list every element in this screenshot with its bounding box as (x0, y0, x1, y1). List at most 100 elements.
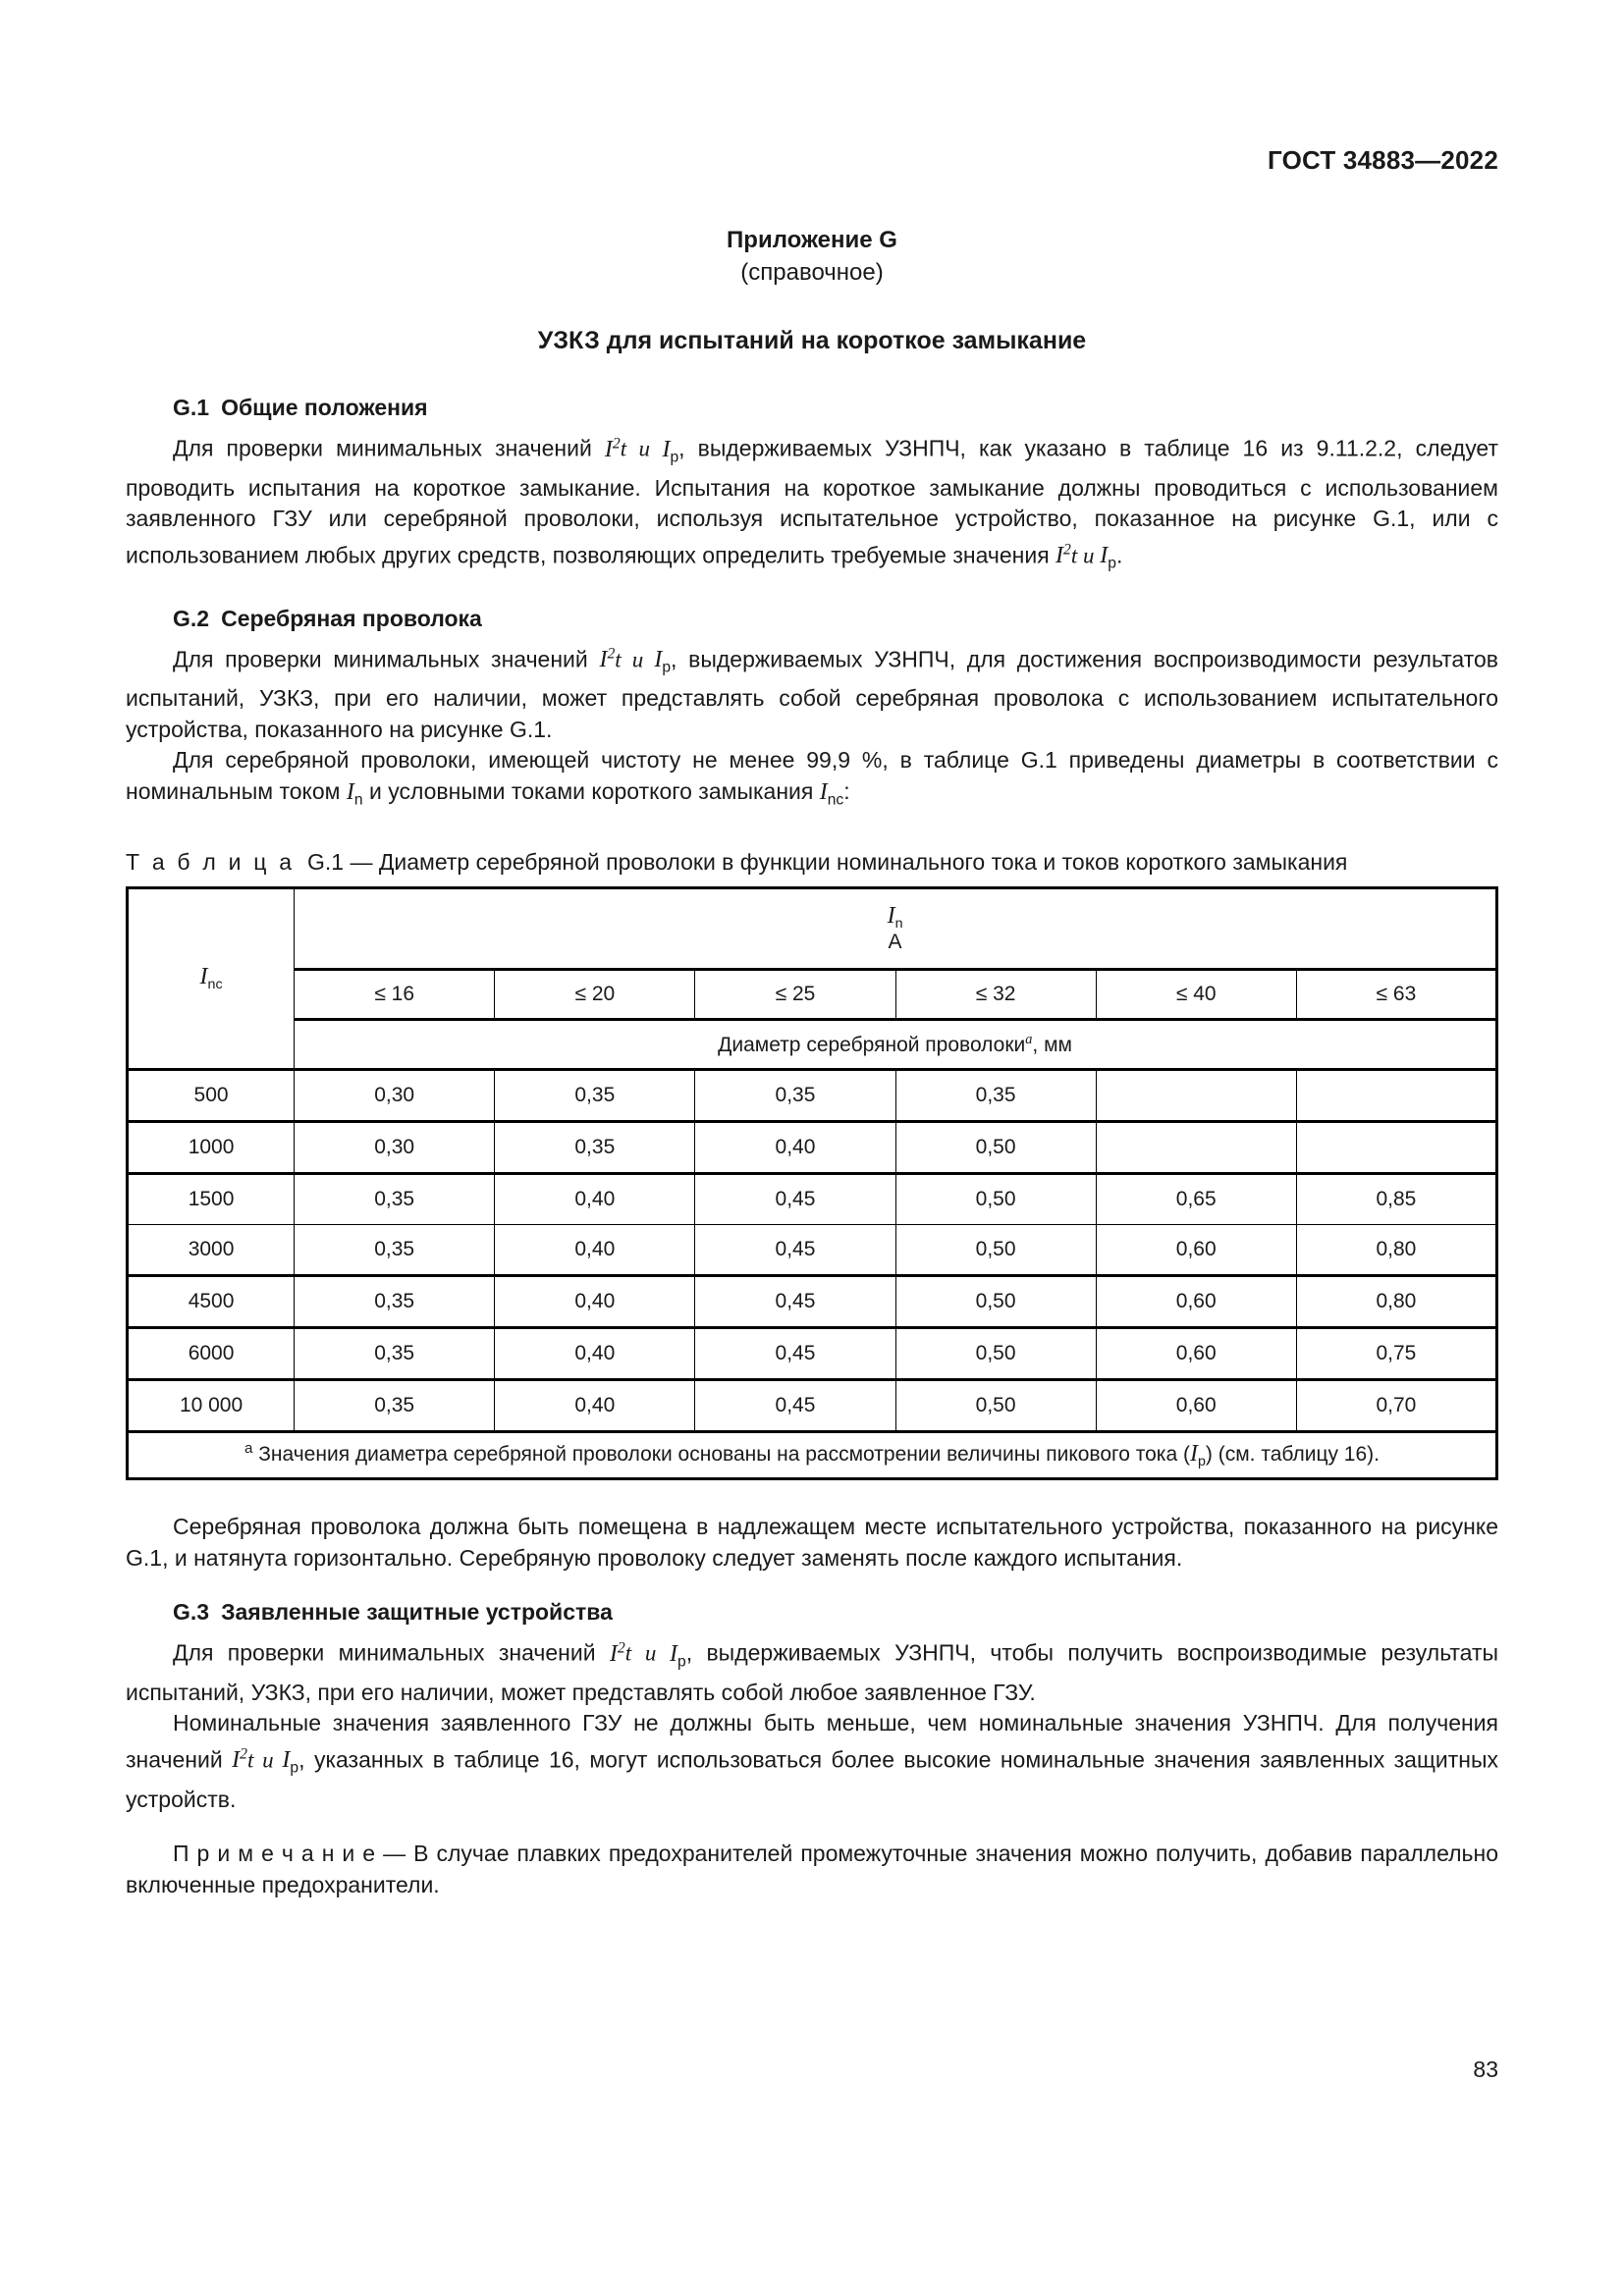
table-caption-dash: — (344, 848, 379, 875)
g1-p1-seg4: t и (1070, 543, 1101, 568)
symbol-i-peak-4: I (670, 1640, 678, 1667)
cell-1000-25: 0,40 (694, 1120, 896, 1175)
cell-6000-40: 0,60 (1095, 1326, 1297, 1381)
g3-p1-seg2: t и (624, 1640, 671, 1666)
subscript-p-d: p (677, 1653, 686, 1671)
symbol-i-peak-footnote: I (1189, 1440, 1198, 1467)
paragraph-after-table: Серебряная проволока должна быть помещен… (126, 1514, 1498, 1571)
cell-6000-63: 0,75 (1295, 1326, 1499, 1381)
cell-1500-16: 0,35 (294, 1172, 496, 1225)
cell-4500-63: 0,80 (1295, 1274, 1499, 1329)
row-label-1500: 1500 (125, 1172, 296, 1225)
row-label-6000: 6000 (125, 1326, 296, 1381)
cell-6000-20: 0,40 (494, 1326, 696, 1381)
row-label-500: 500 (125, 1068, 296, 1123)
cell-1500-20: 0,40 (494, 1172, 696, 1225)
cell-500-20: 0,35 (494, 1068, 696, 1123)
cell-500-25: 0,35 (694, 1068, 896, 1123)
symbol-i-squared-4: I (609, 1640, 618, 1667)
subscript-p-e: p (290, 1760, 299, 1778)
paragraph-g3-2: Номинальные значения заявленного ГЗУ не … (126, 1708, 1498, 1815)
g3-p2-seg3: , указанных в таблице 16, могут использо… (126, 1746, 1499, 1812)
cell-10000-25: 0,45 (694, 1378, 896, 1433)
g3-p2-seg1: Номинальные значения заявленного ГЗУ не … (126, 1710, 1498, 1773)
cell-1000-63 (1295, 1120, 1499, 1175)
paragraph-note: П р и м е ч а н и е — В случае плавких п… (126, 1839, 1498, 1900)
subscript-p-b: p (1108, 556, 1116, 572)
g2-p2-seg1: Для серебряной проволоки, имеющей чистот… (126, 747, 1498, 804)
cell-3000-20: 0,40 (494, 1223, 696, 1277)
cell-500-40 (1095, 1068, 1297, 1123)
g1-p1-seg2: t и (620, 436, 663, 461)
paragraph-g3-1: Для проверки минимальных значений I2t и … (126, 1632, 1498, 1708)
symbol-i-nominal: I (346, 778, 354, 805)
cell-4500-40: 0,60 (1095, 1274, 1297, 1329)
table-header-row-3: Диаметр серебряной проволокиa, мм (128, 1018, 1498, 1071)
exponent-2-b: 2 (1063, 541, 1071, 559)
symbol-i-peak-5: I (282, 1747, 291, 1774)
subscript-nc: nc (827, 791, 844, 809)
g3-p1-seg3: , выдерживаемых УЗНПЧ, чтобы получить во… (126, 1639, 1499, 1705)
symbol-i-nc-header: I (199, 964, 208, 990)
symbol-i-squared-2: I (1056, 543, 1064, 569)
cell-4500-25: 0,45 (694, 1274, 896, 1329)
symbol-i-peak-2: I (1100, 543, 1109, 569)
heading-g3: G.3 Заявленные защитные устройства (126, 1597, 1498, 1627)
cell-10000-40: 0,60 (1095, 1378, 1297, 1433)
paragraph-g2-1: Для проверки минимальных значений I2t и … (126, 639, 1498, 746)
cell-10000-63: 0,70 (1295, 1378, 1499, 1433)
footnote-text-1: Значения диаметра серебряной проволоки о… (252, 1442, 1190, 1466)
heading-g2-text: Серебряная проволока (221, 605, 482, 631)
table-col-header-0: ≤ 16 (294, 968, 496, 1021)
cell-1000-20: 0,35 (494, 1120, 696, 1175)
symbol-i-squared-5: I (232, 1747, 241, 1774)
heading-g2-number: G.2 (173, 605, 210, 631)
row-label-3000: 3000 (125, 1223, 296, 1277)
cell-1000-32: 0,50 (894, 1120, 1097, 1175)
exponent-2-d: 2 (617, 1639, 625, 1657)
g1-p1-seg3: , выдерживаемых УЗНПЧ, как указано в таб… (126, 435, 1498, 568)
cell-4500-16: 0,35 (294, 1274, 496, 1329)
paragraph-g1-1: Для проверки минимальных значений I2t и … (126, 428, 1498, 580)
subscript-n-header: n (894, 916, 903, 933)
heading-g3-number: G.3 (173, 1599, 210, 1626)
exponent-2-e: 2 (240, 1745, 247, 1763)
cell-1500-40: 0,65 (1095, 1172, 1297, 1225)
heading-g3-text: Заявленные защитные устройства (221, 1599, 613, 1626)
cell-10000-20: 0,40 (494, 1378, 696, 1433)
g1-p1-seg5: . (1115, 542, 1123, 568)
subheader-text-1: Диаметр серебряной проволоки (718, 1033, 1026, 1056)
table-footnote: a Значения диаметра серебряной проволоки… (126, 1430, 1498, 1481)
table-col-header-5: ≤ 63 (1295, 968, 1499, 1021)
annex-main-title: УЗКЗ для испытаний на короткое замыкание (537, 327, 1087, 354)
subscript-p-c: p (662, 659, 672, 676)
paragraph-g2-2: Для серебряной проволоки, имеющей чистот… (126, 745, 1498, 816)
cell-500-63 (1295, 1068, 1499, 1123)
table-col-header-4: ≤ 40 (1095, 968, 1297, 1021)
cell-1500-25: 0,45 (694, 1172, 896, 1225)
table-row: 3000 0,35 0,40 0,45 0,50 0,60 0,80 (125, 1223, 1499, 1277)
table-col-header-2: ≤ 25 (694, 968, 896, 1021)
table-caption: Т а б л и ц а G.1 — Диаметр серебряной п… (126, 847, 1498, 877)
heading-g1-number: G.1 (173, 395, 210, 420)
cell-6000-16: 0,35 (294, 1326, 496, 1381)
table-caption-label: Т а б л и ц а (126, 848, 296, 875)
cell-4500-32: 0,50 (894, 1274, 1097, 1329)
g2-p1-seg2: t и (615, 647, 655, 672)
table-caption-text: Диаметр серебряной проволоки в функции н… (378, 848, 1348, 875)
g3-p2-seg2: t и (246, 1747, 283, 1773)
cell-3000-63: 0,80 (1295, 1223, 1499, 1277)
symbol-i-squared: I (604, 436, 613, 462)
subscript-nc-header: nc (207, 977, 223, 993)
unit-ampere: А (888, 930, 902, 953)
heading-g1-text: Общие положения (221, 395, 428, 420)
subscript-n: n (353, 791, 363, 809)
table-row: 6000 0,35 0,40 0,45 0,50 0,60 0,75 (125, 1326, 1499, 1381)
table-row: 500 0,30 0,35 0,35 0,35 (125, 1068, 1499, 1123)
g3-p1-seg1: Для проверки минимальных значений (173, 1639, 610, 1666)
cell-10000-32: 0,50 (894, 1378, 1097, 1433)
cell-3000-16: 0,35 (294, 1223, 496, 1277)
note-text: В случае плавких предохранителей промежу… (126, 1841, 1498, 1897)
table-row: 4500 0,35 0,40 0,45 0,50 0,60 0,80 (125, 1274, 1499, 1329)
